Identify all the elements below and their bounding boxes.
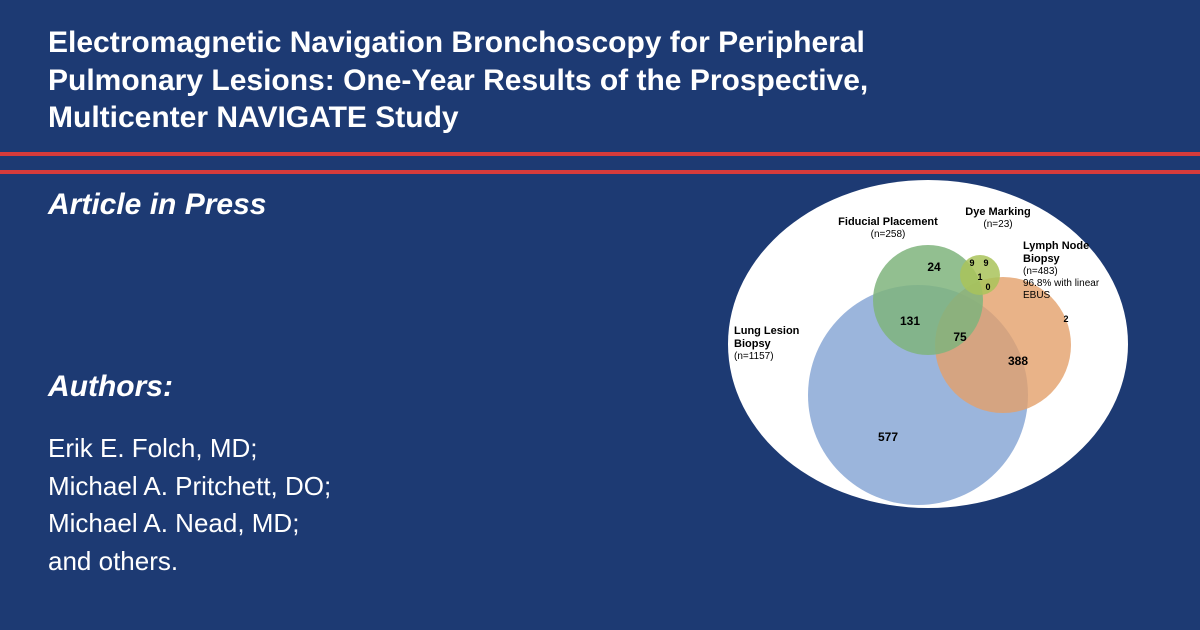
venn-label-text: Dye Marking xyxy=(965,206,1030,218)
venn-label-lung-lesion-biopsy: Lung Lesion Biopsy (n=1157) xyxy=(734,325,814,363)
venn-label-lymph-node-biopsy: Lymph Node Biopsy (n=483) 96.8% with lin… xyxy=(1023,240,1123,302)
divider-rule xyxy=(0,152,1200,174)
venn-label-n: (n=1157) xyxy=(734,351,814,363)
article-card: Electromagnetic Navigation Bronchoscopy … xyxy=(0,0,1200,630)
author-line: and others. xyxy=(48,543,331,581)
venn-region-count: 24 xyxy=(919,260,949,274)
venn-region-count: 131 xyxy=(895,314,925,328)
venn-label-n: (n=23) xyxy=(953,219,1043,231)
venn-region-count: 75 xyxy=(945,330,975,344)
venn-label-text: Lung Lesion Biopsy xyxy=(734,325,799,350)
venn-region-count: 2 xyxy=(1051,314,1081,324)
venn-region-count: 1 xyxy=(965,272,995,282)
venn-label-n: (n=483) xyxy=(1023,266,1123,278)
author-line: Erik E. Folch, MD; xyxy=(48,430,331,468)
venn-label-text: Fiducial Placement xyxy=(838,216,938,228)
venn-label-fiducial-placement: Fiducial Placement (n=258) xyxy=(833,216,943,241)
article-status: Article in Press xyxy=(48,188,266,222)
venn-region-count: 9 xyxy=(971,258,1001,268)
author-line: Michael A. Pritchett, DO; xyxy=(48,468,331,506)
authors-list: Erik E. Folch, MD; Michael A. Pritchett,… xyxy=(48,430,331,581)
venn-figure: Lung Lesion Biopsy (n=1157) Fiducial Pla… xyxy=(728,180,1128,508)
author-line: Michael A. Nead, MD; xyxy=(48,505,331,543)
venn-label-n: (n=258) xyxy=(833,229,943,241)
venn-label-sub: 96.8% with linear EBUS xyxy=(1023,278,1123,302)
venn-label-text: Lymph Node Biopsy xyxy=(1023,240,1089,265)
venn-region-count: 0 xyxy=(973,282,1003,292)
venn-region-count: 577 xyxy=(873,430,903,444)
authors-heading: Authors: xyxy=(48,370,173,404)
venn-region-count: 388 xyxy=(1003,354,1033,368)
article-title: Electromagnetic Navigation Bronchoscopy … xyxy=(48,24,1000,137)
venn-label-dye-marking: Dye Marking (n=23) xyxy=(953,206,1043,231)
